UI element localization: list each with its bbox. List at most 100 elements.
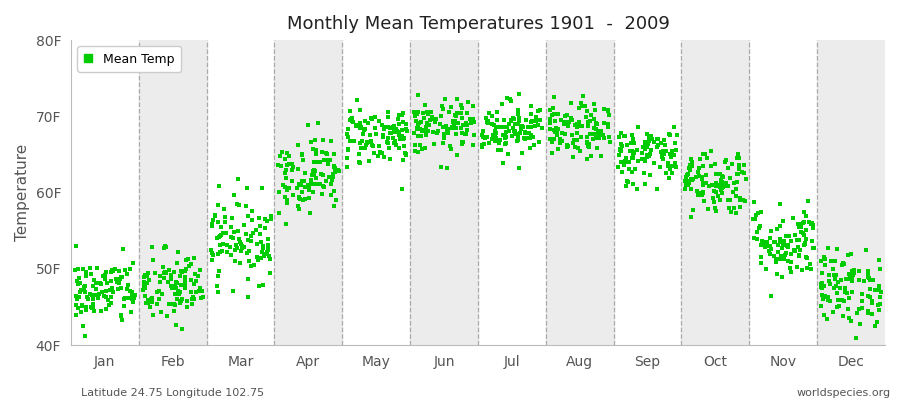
Point [625,155,639,161]
Point [797,218,812,225]
Point [721,197,735,203]
Point [218,219,232,226]
Point [562,119,576,126]
Point [107,265,122,272]
Point [795,266,809,273]
Point [111,286,125,293]
Point [805,238,819,244]
Point [784,268,798,275]
Point [852,277,867,284]
Point [775,255,789,262]
Point [241,294,256,300]
Point [317,157,331,163]
Point [438,122,453,129]
Point [582,141,597,147]
Point [302,122,316,128]
Point [482,110,496,116]
Point [381,114,395,120]
Point [839,276,853,282]
Point [228,247,242,253]
Point [75,302,89,308]
Point [774,253,788,260]
Point [544,139,559,146]
Point [488,133,502,140]
Point [181,256,195,262]
Point [549,125,563,132]
Point [177,280,192,287]
Point [705,182,719,189]
Point [827,285,842,292]
Point [498,123,512,130]
Point [87,308,102,314]
Point [730,171,744,177]
Point [635,156,650,162]
Point [693,156,707,162]
Point [622,148,636,154]
Point [411,133,426,140]
Point [636,144,651,150]
Point [454,140,469,147]
Point [834,262,849,268]
Point [680,178,694,184]
Point [783,265,797,272]
Point [763,251,778,258]
Point [776,242,790,248]
Point [600,107,615,114]
Point [374,148,388,155]
Point [97,276,112,282]
Point [515,149,529,156]
Point [565,154,580,160]
Point [769,257,783,264]
Point [730,154,744,161]
Point [662,160,676,166]
Point [341,147,356,153]
Point [79,304,94,310]
Point [861,268,876,274]
Point [248,262,262,268]
Point [573,148,588,154]
Point [670,132,684,138]
Point [374,150,389,156]
Point [158,269,172,276]
Point [341,134,356,141]
Point [814,281,829,288]
Point [643,133,657,140]
Point [256,282,270,288]
Legend: Mean Temp: Mean Temp [77,46,181,72]
Point [250,257,265,263]
Point [864,311,878,317]
Point [611,152,625,158]
Point [724,208,738,215]
Point [638,139,652,145]
Point [68,243,83,249]
Point [99,268,113,275]
Point [706,195,721,201]
Point [860,309,875,315]
Point [814,292,829,298]
Point [650,144,664,150]
Point [563,100,578,106]
Point [295,152,310,158]
Point [253,223,267,229]
Point [512,118,526,125]
Point [70,278,85,285]
Point [586,136,600,142]
Point [78,283,93,289]
Point [865,298,879,304]
Point [526,142,541,149]
Point [174,268,188,275]
Point [467,119,482,125]
Point [781,233,796,239]
Point [137,274,151,280]
Point [421,122,436,128]
Point [784,259,798,266]
Point [234,247,248,254]
Point [581,142,596,149]
Point [592,131,607,137]
Point [805,220,819,226]
Point [873,266,887,272]
Point [798,254,813,260]
Point [806,245,821,252]
Point [77,289,92,295]
Point [305,172,320,179]
